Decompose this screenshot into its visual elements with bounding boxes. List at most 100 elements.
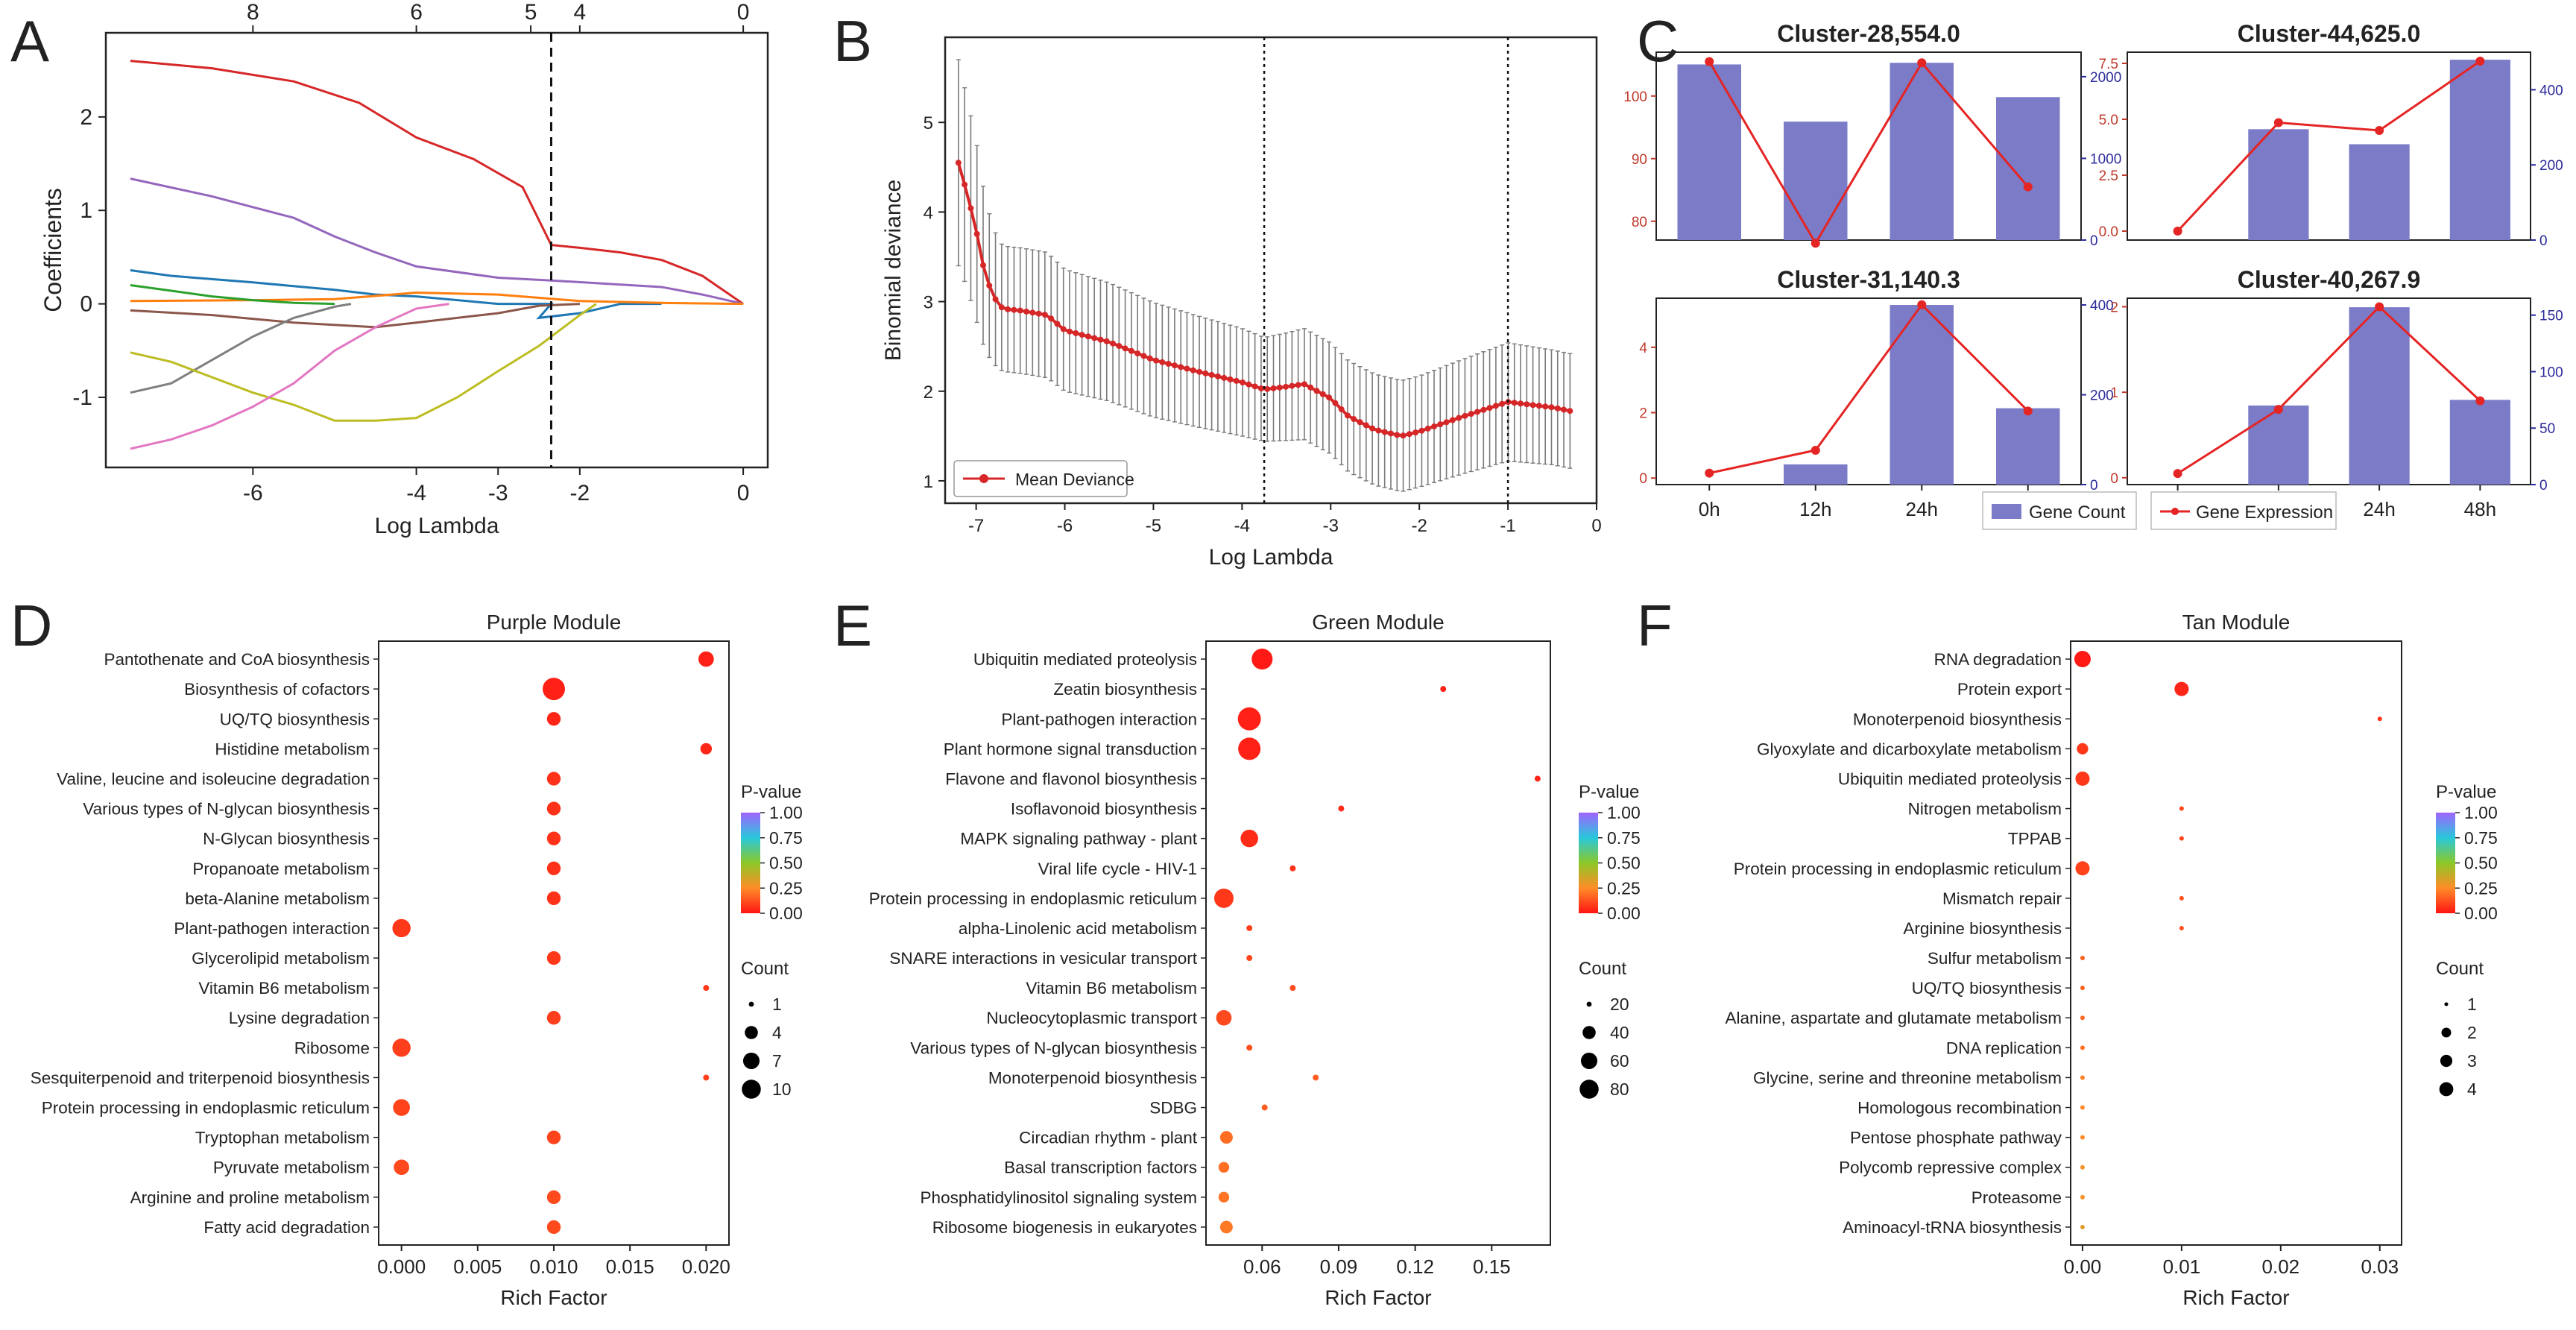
enrichment-bubble xyxy=(1261,1104,1268,1111)
mean-deviance-point xyxy=(1240,379,1246,385)
gene-expression-line xyxy=(2176,305,2481,475)
mean-deviance-point xyxy=(1054,321,1061,327)
size-legend-title: Count xyxy=(1579,959,1626,979)
enrichment-bubble xyxy=(2075,771,2090,786)
gene-count-bar xyxy=(2349,307,2410,485)
mean-deviance-point xyxy=(1246,381,1252,388)
mean-deviance-point xyxy=(1103,338,1110,344)
enrichment-bubble xyxy=(2080,986,2085,991)
mean-deviance-point xyxy=(998,304,1005,311)
pathway-label: Protein processing in endoplasmic reticu… xyxy=(1734,860,2062,878)
right-tick-label: 0 xyxy=(2090,233,2098,249)
enrichment-bubble xyxy=(703,1074,710,1081)
cluster-expression-panel: Cluster-28,554.08090100010002000Cluster-… xyxy=(1623,20,2563,530)
mean-deviance-point xyxy=(1486,405,1493,412)
x-tick-label: -1 xyxy=(1500,516,1515,536)
plot-frame xyxy=(104,31,769,469)
x-tick-label: 48h xyxy=(2464,498,2496,520)
x-tick-label: 0.15 xyxy=(1473,1255,1511,1278)
gene-count-bar xyxy=(1890,305,1954,485)
mean-deviance-point xyxy=(1301,381,1307,388)
mean-deviance-point xyxy=(1116,343,1123,350)
mean-deviance-point xyxy=(1561,406,1568,413)
pvalue-colorbar xyxy=(1579,813,1598,913)
gene-count-bar xyxy=(2248,405,2309,485)
gene-count-bar xyxy=(1996,97,2060,240)
lasso-coefficient-panel: -6 -4 -3 -2 0 8 6 5 4 0 2 1 0 -1 Log Lambda Coefficient… xyxy=(40,0,769,538)
mean-deviance-point xyxy=(1357,419,1363,426)
mean-deviance-point xyxy=(1351,416,1357,423)
x-tick-label: -7 xyxy=(968,516,984,536)
pathway-label: Arginine and proline metabolism xyxy=(130,1188,370,1207)
mean-deviance-point xyxy=(1499,400,1506,407)
enrichment-bubble xyxy=(2179,895,2184,901)
left-tick-label: 0 xyxy=(2110,471,2118,487)
gene-count-bar xyxy=(2248,129,2309,240)
x-tick-label: 0.000 xyxy=(377,1255,426,1278)
x-tick-label: -3 xyxy=(488,481,508,505)
coef-line-gray xyxy=(130,303,352,394)
x-tick-label: 0.020 xyxy=(682,1255,730,1278)
left-tick-label: 4 xyxy=(1639,341,1647,356)
mean-deviance-point xyxy=(1140,353,1147,359)
size-legend-dot xyxy=(1582,1026,1596,1039)
mean-deviance-point xyxy=(967,205,974,212)
gene-expression-point xyxy=(1705,468,1714,478)
pvalue-colorbar xyxy=(741,813,760,913)
mean-deviance-point xyxy=(1295,382,1301,388)
pathway-label: Viral life cycle - HIV-1 xyxy=(1038,860,1197,878)
cluster-plot-frame xyxy=(2127,51,2531,241)
left-tick-label: 5.0 xyxy=(2099,113,2118,128)
x-axis-label: Rich Factor xyxy=(2182,1286,2289,1309)
right-tick-label: 0 xyxy=(2090,478,2098,494)
mean-deviance-point xyxy=(1424,425,1431,432)
mean-deviance-point xyxy=(1369,425,1376,432)
enrichment-bubble xyxy=(1313,1074,1319,1081)
mean-deviance-point xyxy=(1400,432,1407,439)
top-tick-label: 4 xyxy=(574,0,587,25)
enrichment-bubble xyxy=(2074,651,2091,668)
gene-expression-line xyxy=(2176,60,2481,233)
panel-letter-c: C xyxy=(1637,8,1679,74)
enrichment-bubble xyxy=(394,1159,410,1176)
gene-expression-point xyxy=(2023,182,2033,192)
pathway-label: Ribosome xyxy=(294,1039,370,1057)
pathway-label: Vitamin B6 metabolism xyxy=(198,979,370,998)
enrichment-bubble xyxy=(1289,985,1296,992)
panel-letter-f: F xyxy=(1637,593,1673,658)
size-legend-dot xyxy=(1586,1001,1592,1007)
gene-expression-point xyxy=(1917,58,1927,68)
pathway-label: Pyruvate metabolism xyxy=(213,1159,370,1177)
enrichment-bubble xyxy=(543,678,565,701)
x-tick-label: 0.005 xyxy=(453,1255,502,1278)
size-legend-label: 1 xyxy=(772,995,782,1014)
pathway-label: Plant-pathogen interaction xyxy=(174,919,370,938)
size-legend-dot xyxy=(2441,1027,2452,1038)
enrichment-bubble xyxy=(2080,1045,2085,1050)
mean-deviance-point xyxy=(1319,391,1326,397)
mean-deviance-point xyxy=(1518,400,1524,407)
pathway-label: Polycomb repressive complex xyxy=(1839,1159,2062,1177)
x-tick-label: -2 xyxy=(1412,516,1427,536)
pvalue-colorbar xyxy=(2436,813,2455,913)
legend-bar-swatch xyxy=(1992,504,2021,519)
left-tick-label: 2 xyxy=(1639,406,1647,422)
gene-count-bar xyxy=(1784,464,1848,485)
mean-deviance-point xyxy=(1567,408,1573,415)
size-legend-title: Count xyxy=(2436,959,2484,979)
enrichment-bubble xyxy=(1213,888,1234,908)
gene-expression-point xyxy=(1811,445,1820,455)
x-tick-label: 0.00 xyxy=(2064,1255,2102,1278)
enrichment-bubble xyxy=(1338,805,1345,812)
mean-deviance-point xyxy=(1449,417,1456,423)
right-tick-label: 50 xyxy=(2539,421,2555,437)
x-tick-label: 0.06 xyxy=(1243,1255,1281,1278)
mean-deviance-point xyxy=(1338,406,1345,412)
size-legend-label: 2 xyxy=(2467,1023,2477,1042)
size-legend-label: 80 xyxy=(1610,1080,1629,1099)
enrichment-bubble xyxy=(1218,1162,1230,1173)
size-legend-dot xyxy=(742,1052,760,1070)
right-tick-label: 200 xyxy=(2539,158,2563,174)
enrichment-bubble xyxy=(2174,681,2189,696)
